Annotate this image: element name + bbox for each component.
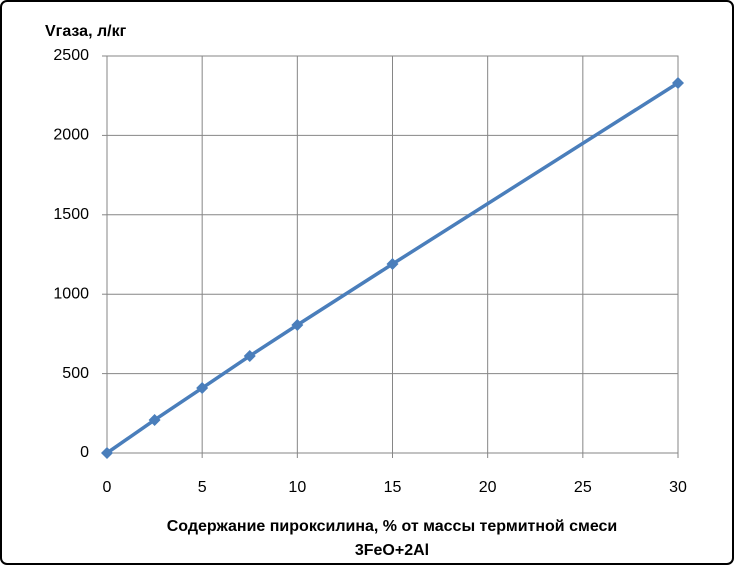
data-point	[101, 447, 113, 459]
y-tick-label: 0	[80, 444, 89, 461]
x-axis-title: 3FeO+2Al	[355, 542, 429, 559]
x-tick-label: 30	[669, 479, 687, 496]
x-tick-label: 20	[479, 479, 497, 496]
x-tick-label: 25	[574, 479, 592, 496]
data-point	[386, 258, 399, 271]
data-point	[243, 349, 256, 362]
y-axis-title: Vгаза, л/кг	[45, 23, 127, 40]
x-tick-label: 15	[384, 479, 402, 496]
y-tick-label: 1500	[53, 206, 89, 223]
y-tick-label: 1000	[53, 285, 89, 302]
data-point	[196, 382, 209, 395]
data-point	[148, 413, 161, 426]
x-tick-label: 0	[103, 479, 112, 496]
y-tick-label: 2000	[53, 127, 89, 144]
y-tick-label: 500	[62, 365, 89, 382]
data-point	[291, 319, 304, 332]
x-axis-title: Содержание пироксилина, % от массы терми…	[167, 518, 617, 535]
x-tick-label: 10	[288, 479, 306, 496]
data-point	[672, 76, 684, 89]
y-tick-label: 2500	[53, 47, 89, 64]
x-tick-label: 5	[198, 479, 207, 496]
